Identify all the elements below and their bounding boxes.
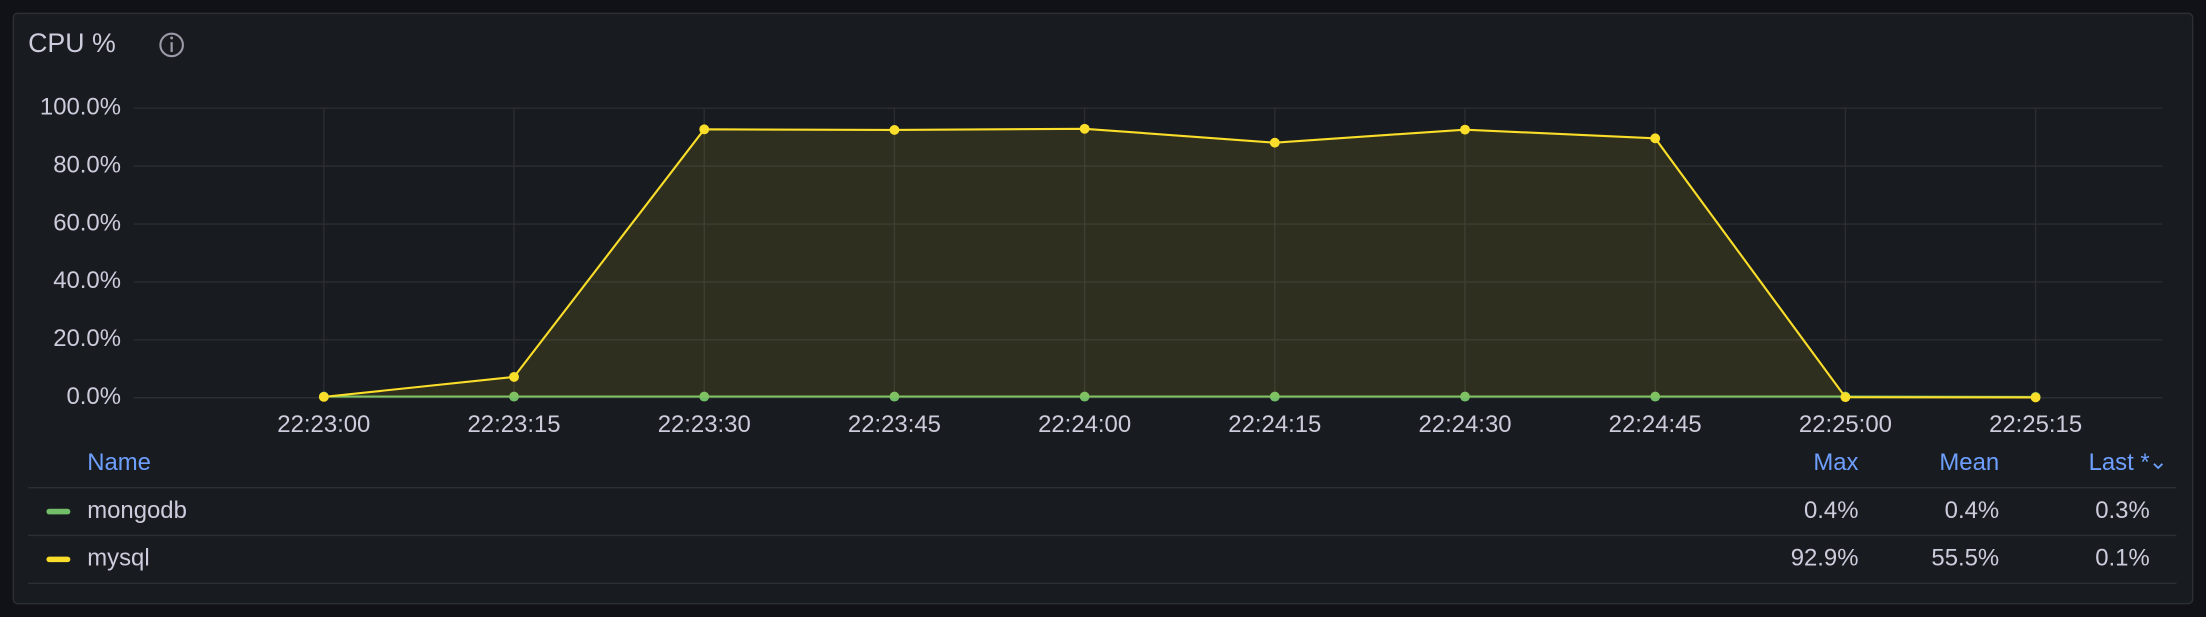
panel-frame (12, 12, 2194, 605)
data-point (509, 371, 519, 382)
y-tick-label: 20.0% (53, 325, 121, 352)
sort-chevron (2153, 463, 2164, 470)
series-line (323, 127, 2036, 399)
data-point (1460, 124, 1470, 135)
data-point (699, 391, 710, 402)
data-point (889, 125, 900, 135)
data-point (1079, 123, 1090, 134)
info-icon[interactable] (159, 32, 184, 58)
x-tick-label: 22:23:30 (658, 411, 751, 438)
y-tick-label: 40.0% (53, 267, 121, 294)
y-tick-label: 100.0% (40, 94, 121, 121)
data-point (1079, 391, 1090, 402)
x-tick-label: 22:24:45 (1609, 411, 1702, 438)
x-tick-label: 22:25:00 (1799, 411, 1892, 438)
legend-mean: 0.4% (1945, 497, 1999, 524)
legend-max: 0.4% (1804, 497, 1858, 524)
legend-last: 0.1% (2095, 545, 2149, 572)
x-tick-label: 22:23:00 (277, 411, 370, 438)
data-point (1269, 137, 1280, 148)
chart-title: CPU % (28, 28, 116, 58)
legend-mean: 55.5% (1931, 545, 1999, 572)
y-tick-label: 60.0% (53, 209, 121, 236)
legend-last: 0.3% (2095, 497, 2149, 524)
legend-header: Max (1813, 449, 1858, 476)
legend-header: Mean (1939, 449, 1999, 476)
y-tick-label: 0.0% (66, 383, 120, 410)
y-tick-label: 80.0% (53, 151, 121, 178)
data-point (1650, 391, 1661, 402)
data-point (1840, 392, 1851, 403)
x-tick-label: 22:23:15 (468, 411, 561, 438)
data-point (509, 391, 519, 402)
series-area (323, 128, 2036, 398)
data-point (1650, 133, 1661, 144)
data-point (318, 391, 329, 402)
data-point (889, 391, 900, 402)
legend-header: Name (87, 449, 151, 476)
legend-name[interactable]: mongodb (87, 497, 187, 524)
x-tick-label: 22:24:30 (1418, 411, 1511, 438)
data-point (1460, 391, 1470, 402)
data-point (699, 124, 710, 135)
legend-header: Last * (2089, 449, 2150, 476)
legend-max: 92.9% (1791, 545, 1859, 572)
data-point (2030, 392, 2041, 403)
x-tick-label: 22:24:15 (1228, 411, 1321, 438)
x-tick-label: 22:23:45 (848, 411, 941, 438)
data-point (1269, 391, 1280, 402)
x-tick-label: 22:24:00 (1038, 411, 1131, 438)
x-tick-label: 22:25:15 (1989, 411, 2082, 438)
legend-name[interactable]: mysql (87, 545, 149, 572)
